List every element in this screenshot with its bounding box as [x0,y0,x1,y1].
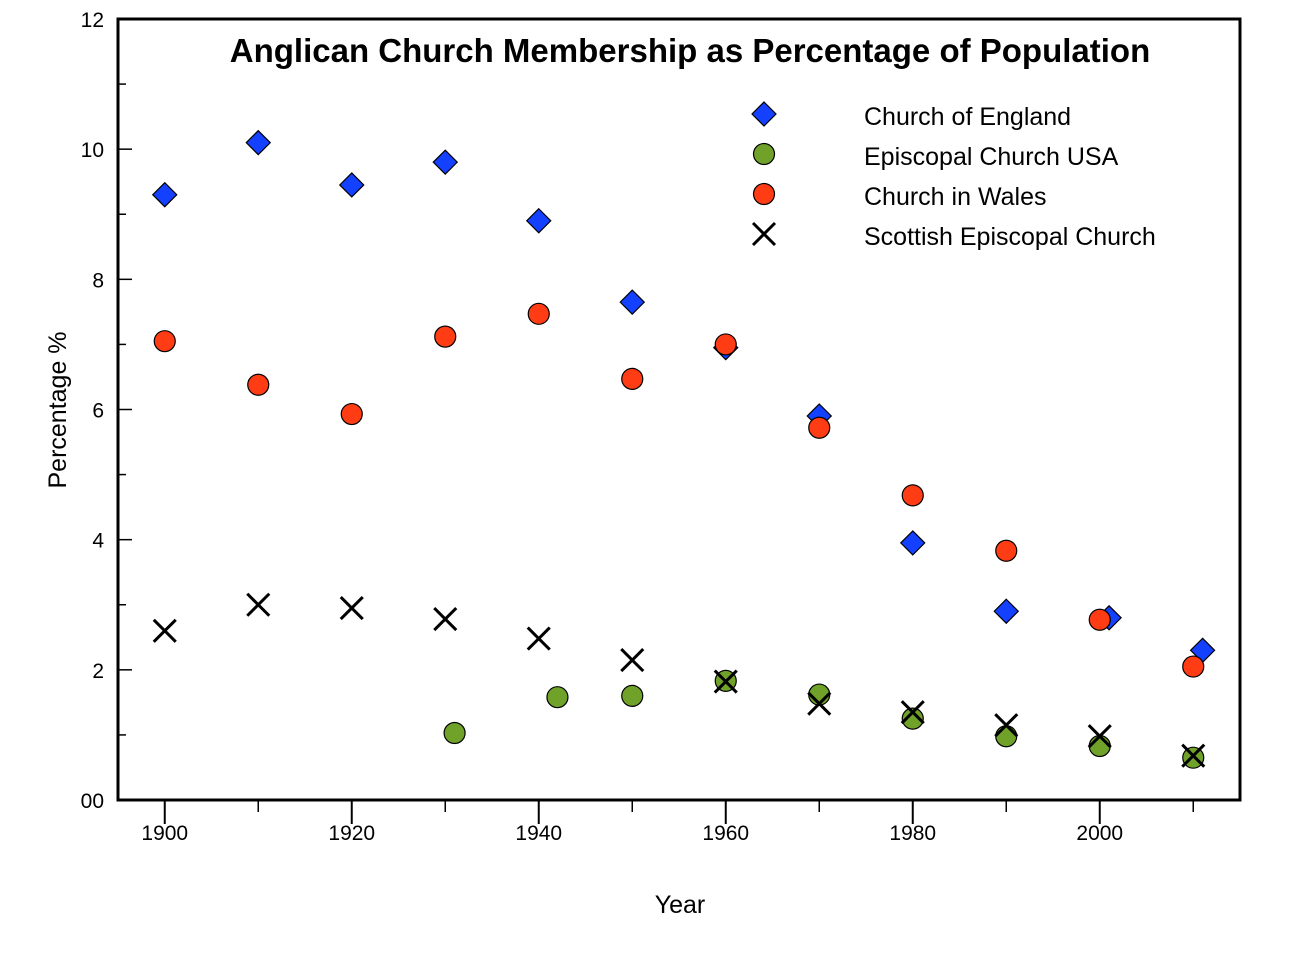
series-3-point-11 [1181,743,1206,768]
series-3-point-6-stroke-b [713,669,738,694]
series-2-point-7 [808,416,831,439]
legend-label-2: Church in Wales [864,183,1046,211]
legend-label-0: Church of England [864,103,1071,131]
y-tick-label-2: 2 [92,660,104,683]
legend-marker-1 [752,142,776,166]
series-1-point-6 [995,725,1018,748]
series-3-point-8 [900,700,925,725]
y-tick-label-6: 6 [92,400,104,423]
series-0-point-3 [432,149,459,176]
legend-marker-2 [752,182,776,206]
y-tick-label-12: 12 [81,9,104,32]
x-tick-label-1920: 1920 [328,822,375,845]
series-3 [152,592,1206,768]
series-3-point-10-stroke-b [1087,724,1112,749]
series-0-point-2 [338,172,365,198]
x-tick-label-1940: 1940 [515,822,562,845]
series-3-point-11-stroke-b [1181,743,1206,768]
series-2-point-5 [621,367,644,391]
legend-marker-0 [751,101,777,127]
legend: Church of England Episcopal Church USA Chu… [751,101,1156,251]
series-1 [443,669,1205,769]
x-tick-label-1960: 1960 [702,822,749,845]
series-0-point-1 [245,129,272,156]
plot-frame [116,17,1242,802]
series-2-point-10 [1088,608,1111,631]
x-tick-label-2000: 2000 [1076,822,1123,845]
series-3-point-3-stroke-b [433,607,458,632]
series-0-point-8 [899,530,926,556]
series-2-point-6 [714,333,737,356]
y-tick-label-4: 4 [92,530,104,553]
series-1-point-7 [1088,734,1111,758]
series-3-point-7 [807,691,832,716]
series-2-point-9 [995,539,1018,562]
series-3-point-5 [620,648,645,673]
series-3-point-9 [994,713,1019,738]
series-3-point-0 [152,618,177,643]
chart-title: Anglican Church Membership as Percentage… [230,32,1151,69]
x-tick-label-1980: 1980 [889,822,936,845]
x-axis-label: Year [655,891,706,919]
series-3-point-6 [713,669,738,694]
series-3-point-8-stroke-b [900,700,925,725]
series-2-point-2 [340,402,363,426]
series-3-point-10 [1087,724,1112,749]
series-0-point-9 [993,598,1020,625]
series-1-point-0 [443,721,466,745]
y-tick-label-10: 10 [81,139,104,162]
legend-label-1: Episcopal Church USA [864,143,1119,171]
series-0 [151,129,1216,664]
points-layer [151,129,1216,769]
series-3-point-2 [339,595,364,621]
series-0-point-0 [151,181,178,208]
series-3-point-5-stroke-b [620,648,645,673]
series-0-point-5 [619,289,646,315]
series-0-point-4 [525,207,552,234]
series-2-point-0 [153,330,176,353]
series-3-point-3 [433,607,458,632]
series-3-point-9-stroke-b [994,713,1019,738]
series-3-point-0-stroke-b [152,618,177,643]
series-2-point-1 [247,373,270,396]
ticks-layer: 1900 1920 1940 1960 1980 2000 00 2 4 6 8 10 12 [81,9,1194,845]
series-2-point-8 [901,484,924,507]
series-3-point-2-stroke-b [339,595,364,621]
series-2-point-3 [434,325,457,348]
x-tick-label-1900: 1900 [141,822,188,845]
series-3-point-1-stroke-b [246,592,271,617]
series-1-point-5 [901,707,924,730]
series-1-point-1 [546,686,569,709]
series-3-point-4 [526,626,551,651]
legend-marker-3-stroke-b [751,221,777,247]
series-2 [153,302,1205,678]
series-1-point-2 [621,684,644,707]
series-2-point-11 [1182,655,1205,678]
series-3-point-4-stroke-b [526,626,551,651]
legend-marker-3 [751,221,777,247]
y-tick-label-0: 00 [81,790,104,813]
series-2-point-4 [527,302,550,325]
y-tick-label-8: 8 [92,269,104,292]
series-3-point-7-stroke-b [807,691,832,716]
series-3-point-1 [246,592,271,617]
legend-label-3: Scottish Episcopal Church [864,223,1156,251]
y-axis-label: Percentage % [44,331,72,488]
